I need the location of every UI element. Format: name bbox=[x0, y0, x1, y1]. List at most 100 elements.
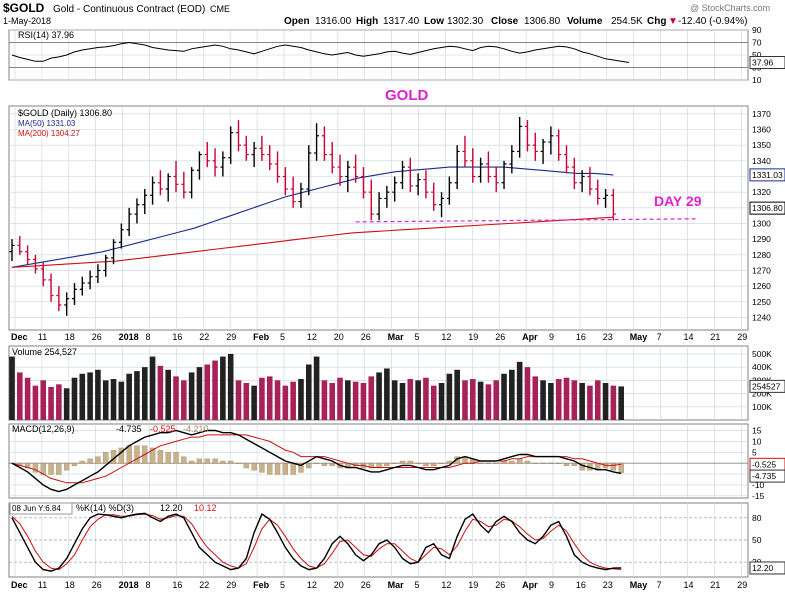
stoch-x-label: 18 bbox=[65, 580, 75, 590]
macd-hist-bar bbox=[282, 463, 289, 475]
macd-signal-marker: -0.525 bbox=[752, 459, 776, 469]
volume-bar bbox=[446, 373, 453, 420]
low-label: Low bbox=[424, 16, 444, 27]
macd-hist-bar bbox=[220, 460, 226, 464]
volume-bar bbox=[399, 383, 406, 420]
volume-bar bbox=[384, 368, 390, 420]
price-tick-label: 1360 bbox=[752, 124, 771, 134]
volume-bar bbox=[134, 371, 140, 420]
volume-bar bbox=[298, 379, 304, 420]
macd-hist-bar bbox=[165, 452, 171, 464]
chg-value: -12.40 (-0.94%) bbox=[678, 16, 747, 27]
stoch-legend: 08 Jun Y:6.84 %K(14) %D(3) 12.20 10.12 bbox=[9, 502, 217, 515]
macd-hist-bar bbox=[204, 458, 210, 464]
volume-bar bbox=[337, 377, 343, 420]
stoch-x-label: 14 bbox=[684, 580, 694, 590]
price-x-label: 16 bbox=[172, 332, 182, 342]
volume-bar bbox=[212, 360, 218, 420]
macd-hist-bar bbox=[118, 447, 124, 464]
price-x-label: 29 bbox=[737, 332, 747, 342]
volume-bar bbox=[563, 377, 570, 420]
macd-hist-bar bbox=[431, 463, 437, 467]
volume-bar bbox=[17, 372, 23, 420]
macd-hist-bar bbox=[251, 463, 257, 471]
price-x-label: 22 bbox=[199, 332, 209, 342]
price-x-label: Feb bbox=[253, 332, 270, 342]
quote-bar: Open 1316.00 High 1317.40 Low 1302.30 Cl… bbox=[284, 16, 747, 27]
stoch-x-label: 9 bbox=[549, 580, 554, 590]
macd-hist-bar bbox=[321, 463, 328, 467]
price-x-label: 18 bbox=[65, 332, 75, 342]
stockcharts-watermark: @ StockCharts.com bbox=[690, 3, 770, 13]
macd-hist-bar bbox=[48, 463, 54, 475]
volume-bar bbox=[438, 383, 445, 420]
stoch-x-label: 12 bbox=[441, 580, 451, 590]
volume-bar bbox=[368, 376, 375, 420]
price-x-label: 8 bbox=[146, 332, 151, 342]
macd-hist-bar bbox=[87, 458, 93, 464]
macd-hist-bar bbox=[493, 463, 499, 464]
macd-label: MACD(12,26,9) bbox=[12, 424, 75, 434]
volume-label: Volume bbox=[567, 16, 603, 27]
macd-hist-bar bbox=[548, 463, 554, 464]
volume-bar bbox=[305, 364, 312, 420]
volume-bar bbox=[509, 369, 515, 420]
macd-hist-bar bbox=[438, 463, 445, 464]
volume-bar bbox=[610, 385, 617, 420]
price-x-label: 9 bbox=[549, 332, 554, 342]
price-tick-label: 1300 bbox=[752, 218, 771, 228]
hist-value: -4.210 bbox=[183, 424, 209, 434]
volume-bar bbox=[9, 356, 15, 420]
price-x-label: 20 bbox=[334, 332, 344, 342]
volume-bar bbox=[79, 373, 86, 420]
macd-hist-bar bbox=[384, 463, 390, 467]
volume-bar bbox=[95, 369, 101, 420]
stoch-x-label: 5 bbox=[280, 580, 285, 590]
volume-bar bbox=[594, 380, 601, 420]
stoch-x-label: 22 bbox=[199, 580, 209, 590]
macd-hist-bar bbox=[267, 463, 273, 475]
volume-bar bbox=[454, 369, 460, 420]
stoch-x-label: 8 bbox=[146, 580, 151, 590]
high-label: High bbox=[356, 16, 378, 27]
price-x-label: 26 bbox=[495, 332, 505, 342]
macd-hist-bar bbox=[368, 463, 374, 469]
stoch-x-label: 2018 bbox=[119, 580, 139, 590]
volume-bar bbox=[126, 373, 132, 420]
volume-bar bbox=[516, 361, 523, 420]
macd-hist-bar bbox=[306, 463, 312, 469]
chg-arrow: ▼ bbox=[668, 16, 678, 27]
ma200-label: MA(200) 1304.27 bbox=[18, 129, 80, 138]
stoch-d-value: 10.12 bbox=[194, 503, 217, 513]
stoch-x-label: 20 bbox=[334, 580, 344, 590]
volume-bar bbox=[110, 379, 117, 420]
macd-hist-bar bbox=[24, 463, 31, 469]
volume-bar bbox=[548, 383, 554, 420]
macd-hist-bar bbox=[524, 460, 531, 464]
volume-bar bbox=[524, 367, 531, 420]
last-price-marker: 1306.80 bbox=[752, 203, 783, 213]
macd-tick-label: -15 bbox=[752, 491, 765, 501]
stoch-x-label: Feb bbox=[253, 580, 270, 590]
close-value: 1306.80 bbox=[524, 16, 561, 27]
volume-value: 254.5K bbox=[611, 16, 643, 27]
stoch-x-label: 26 bbox=[495, 580, 505, 590]
open-label: Open bbox=[284, 16, 310, 27]
stoch-label: %K(14) %D(3) bbox=[76, 503, 134, 513]
volume-bar bbox=[313, 356, 320, 420]
volume-bar bbox=[532, 376, 539, 420]
macd-value: -4.735 bbox=[116, 424, 142, 434]
macd-hist-bar bbox=[392, 463, 398, 464]
macd-tick-label: 5 bbox=[752, 447, 757, 457]
volume-bar bbox=[618, 386, 624, 420]
price-x-label: 11 bbox=[38, 332, 47, 342]
price-x-label: 12 bbox=[307, 332, 317, 342]
macd-hist-bar bbox=[298, 463, 304, 473]
price-tick-label: 1280 bbox=[752, 250, 771, 260]
price-x-label: 29 bbox=[226, 332, 236, 342]
volume-bar bbox=[501, 373, 507, 420]
open-value: 1316.00 bbox=[315, 16, 352, 27]
stoch-x-label: 16 bbox=[576, 580, 586, 590]
macd-hist-bar bbox=[571, 463, 577, 467]
